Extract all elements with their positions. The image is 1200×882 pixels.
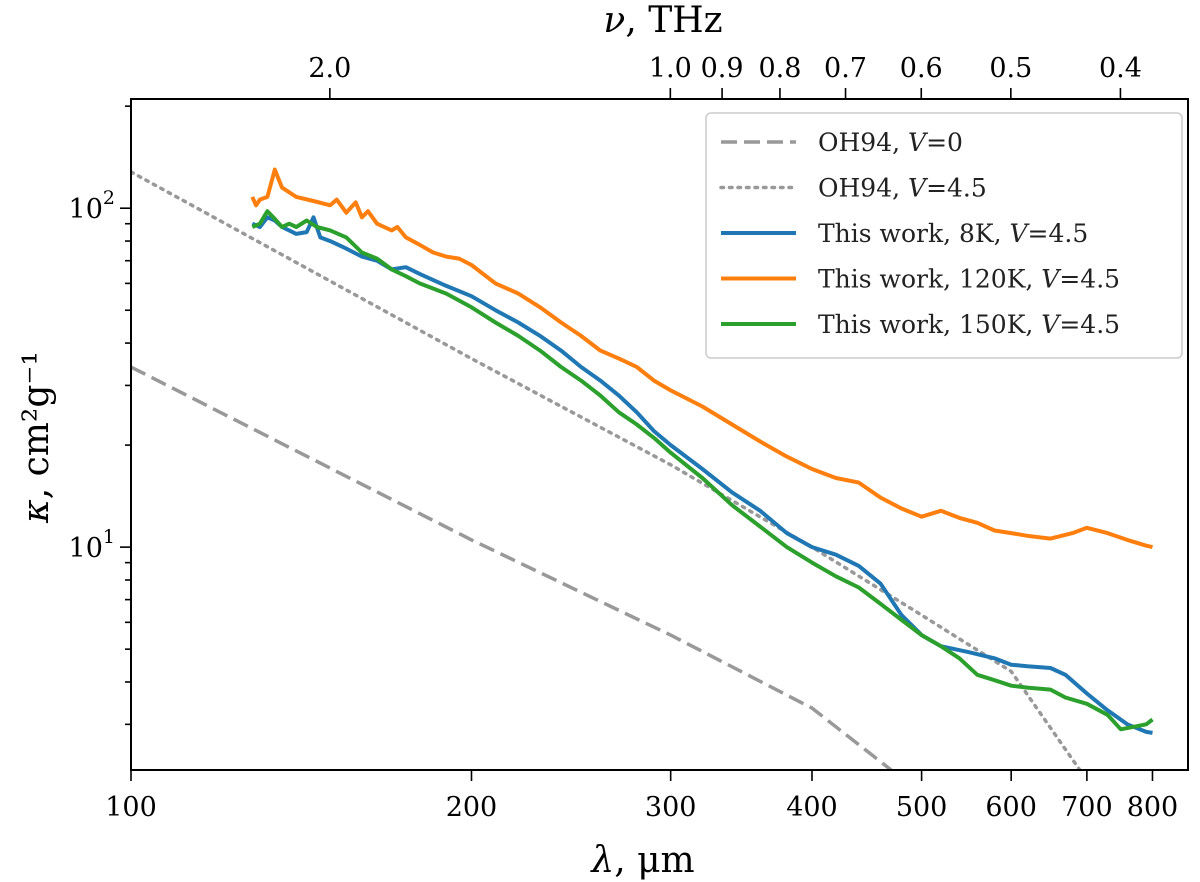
legend-label: This work, 150K, V=4.5 bbox=[818, 310, 1120, 339]
y-axis-label: κ, cm²g⁻¹ bbox=[16, 351, 57, 524]
top-tick-label: 1.0 bbox=[649, 53, 692, 84]
tick-marks bbox=[120, 88, 1154, 781]
top-tick-label: 0.5 bbox=[989, 53, 1032, 84]
x-tick-label: 300 bbox=[645, 792, 697, 823]
top-tick-label: 0.9 bbox=[701, 53, 744, 84]
legend-label: OH94, V=0 bbox=[818, 128, 963, 157]
series-line-0 bbox=[131, 365, 893, 770]
legend-label: OH94, V=4.5 bbox=[818, 174, 987, 203]
top-tick-label: 0.4 bbox=[1099, 53, 1142, 84]
legend: OH94, V=0 OH94, V=4.5 This work, 8K, V=4.5… bbox=[705, 112, 1183, 359]
top-tick-label: 0.8 bbox=[758, 53, 801, 84]
x-axis-symbol: λ bbox=[589, 840, 614, 881]
legend-box bbox=[705, 112, 1183, 359]
top-axis-unit: , THz bbox=[625, 0, 722, 41]
top-axis-symbol: ν bbox=[603, 0, 625, 41]
series-lines bbox=[131, 167, 1154, 770]
y-axis-symbol: κ bbox=[16, 499, 57, 524]
plot-frame bbox=[130, 98, 1189, 771]
y-tick-label: 102 bbox=[69, 187, 115, 225]
y-tick-exponent: 1 bbox=[103, 526, 115, 548]
tick-labels: 100 200 300 400 500 600 700 800 0.4 0.5 0.6 0.7 0.8 0… bbox=[69, 53, 1179, 823]
legend-label: This work, 120K, V=4.5 bbox=[818, 265, 1120, 294]
x-tick-label: 700 bbox=[1061, 792, 1113, 823]
top-axis-label: ν, THz bbox=[603, 0, 722, 41]
y-axis-unit: , cm²g⁻¹ bbox=[16, 351, 57, 499]
y-tick-base: 10 bbox=[69, 194, 103, 225]
series-line-3 bbox=[250, 167, 1153, 550]
x-axis-unit: , μm bbox=[614, 840, 694, 881]
series-line-4 bbox=[251, 209, 1154, 732]
top-tick-label: 0.7 bbox=[824, 53, 867, 84]
x-tick-label: 500 bbox=[896, 792, 948, 823]
x-tick-label: 100 bbox=[105, 792, 157, 823]
x-axis-label: λ, μm bbox=[589, 840, 694, 881]
x-tick-label: 800 bbox=[1127, 792, 1179, 823]
y-tick-label: 101 bbox=[69, 526, 115, 564]
legend-label: This work, 8K, V=4.5 bbox=[818, 219, 1088, 248]
y-tick-base: 10 bbox=[69, 533, 103, 564]
y-tick-exponent: 2 bbox=[103, 187, 115, 209]
x-tick-label: 200 bbox=[446, 792, 498, 823]
x-tick-label: 600 bbox=[985, 792, 1037, 823]
top-tick-label: 0.6 bbox=[900, 53, 943, 84]
x-tick-label: 400 bbox=[786, 792, 838, 823]
top-tick-label: 2.0 bbox=[308, 53, 351, 84]
